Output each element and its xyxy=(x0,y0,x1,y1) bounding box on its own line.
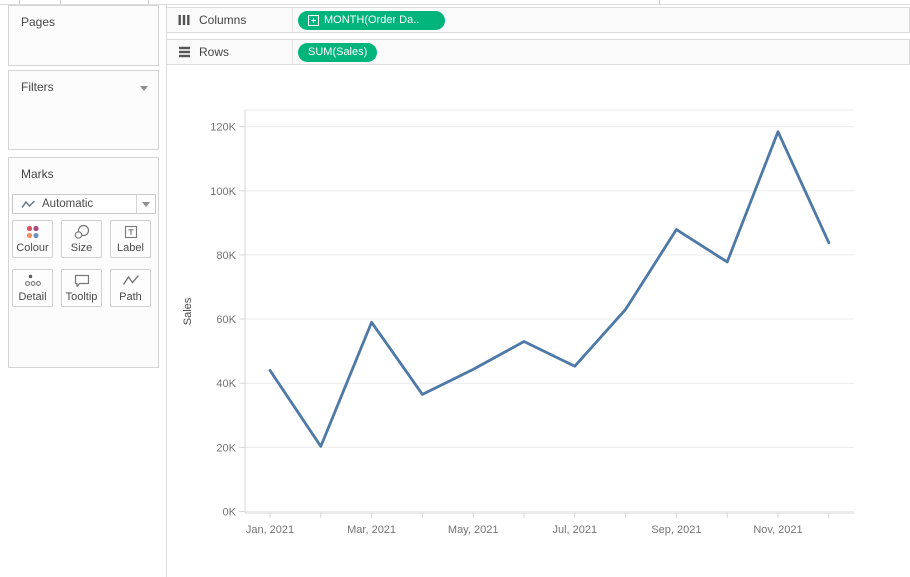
columns-shelf-header: Columns xyxy=(167,8,293,32)
chevron-down-icon[interactable] xyxy=(140,86,148,91)
y-tick-label: 100K xyxy=(210,186,236,198)
x-tick-label: Mar, 2021 xyxy=(347,524,396,536)
chevron-down-icon xyxy=(142,201,150,207)
rows-icon xyxy=(179,46,190,58)
x-tick-label: Nov, 2021 xyxy=(753,524,802,536)
marks-card: Marks Automatic Colour xyxy=(8,157,159,368)
top-remnant-mark xyxy=(148,0,149,4)
y-tick-label: 60K xyxy=(216,314,236,326)
rows-pill-label: SUM(Sales) xyxy=(308,46,368,58)
sum-sales-pill[interactable]: SUM(Sales) xyxy=(298,42,378,62)
detail-button[interactable]: Detail xyxy=(12,269,53,307)
y-tick-label: 80K xyxy=(216,250,236,262)
x-tick-label: Jan, 2021 xyxy=(246,524,294,536)
pages-card[interactable]: Pages xyxy=(8,5,159,66)
rows-pillbox: SUM(Sales) xyxy=(293,42,378,62)
x-tick-label: Sep, 2021 xyxy=(651,524,701,536)
y-tick-label: 40K xyxy=(216,378,236,390)
label-button-label: Label xyxy=(117,242,144,254)
columns-shelf[interactable]: Columns MONTH(Order Da.. xyxy=(166,7,910,33)
top-divider xyxy=(0,4,910,5)
columns-pillbox: MONTH(Order Da.. xyxy=(293,10,445,30)
line-mark-icon xyxy=(21,199,36,208)
rows-shelf-header: Rows xyxy=(167,40,293,64)
label-button[interactable]: Label xyxy=(110,220,151,258)
path-button[interactable]: Path xyxy=(110,269,151,307)
size-button[interactable]: Size xyxy=(61,220,102,258)
columns-icon xyxy=(178,15,190,25)
path-button-label: Path xyxy=(119,291,142,303)
rows-shelf-label: Rows xyxy=(199,45,230,59)
top-remnant-mark xyxy=(659,0,660,5)
top-remnant-mark xyxy=(19,0,20,4)
colour-button-label: Colour xyxy=(16,242,49,254)
sales-line xyxy=(268,130,831,448)
size-circles-icon xyxy=(73,221,90,242)
mark-type-value: Automatic xyxy=(42,198,94,210)
y-tick-label: 20K xyxy=(216,442,236,454)
x-tick-label: Jul, 2021 xyxy=(552,524,597,536)
mark-type-dropdown-arrow[interactable] xyxy=(136,195,155,213)
sales-line-chart[interactable]: 0K 20K 40K 60K 80K 100K 120K Jan, 2021 Mar, 2021… xyxy=(166,66,910,577)
path-zigzag-icon xyxy=(122,270,140,291)
month-order-date-pill[interactable]: MONTH(Order Da.. xyxy=(298,10,445,30)
pages-card-title: Pages xyxy=(21,15,56,29)
label-t-icon xyxy=(123,221,139,242)
size-button-label: Size xyxy=(70,242,93,254)
columns-shelf-label: Columns xyxy=(199,13,247,27)
worksheet-canvas xyxy=(166,5,910,577)
y-axis-title: Sales xyxy=(182,297,194,325)
filters-card[interactable]: Filters xyxy=(8,70,159,150)
detail-dots-icon xyxy=(24,270,42,291)
y-tick-label: 120K xyxy=(210,122,236,134)
marks-card-title: Marks xyxy=(21,167,54,181)
top-remnant-mark xyxy=(60,0,61,4)
detail-button-label: Detail xyxy=(18,291,47,303)
tooltip-bubble-icon xyxy=(73,270,91,291)
x-tick-label: May, 2021 xyxy=(448,524,499,536)
columns-pill-label: MONTH(Order Da.. xyxy=(324,14,420,26)
mark-type-dropdown[interactable]: Automatic xyxy=(12,194,156,214)
expand-hierarchy-icon[interactable] xyxy=(308,14,319,26)
y-tick-label: 0K xyxy=(223,507,237,519)
colour-dots-icon xyxy=(24,221,41,242)
tooltip-button-label: Tooltip xyxy=(65,291,98,303)
colour-button[interactable]: Colour xyxy=(12,220,53,258)
filters-card-title: Filters xyxy=(21,80,54,94)
rows-shelf[interactable]: Rows SUM(Sales) xyxy=(166,39,910,65)
tooltip-button[interactable]: Tooltip xyxy=(61,269,102,307)
marks-button-grid: Colour Size xyxy=(12,220,151,307)
